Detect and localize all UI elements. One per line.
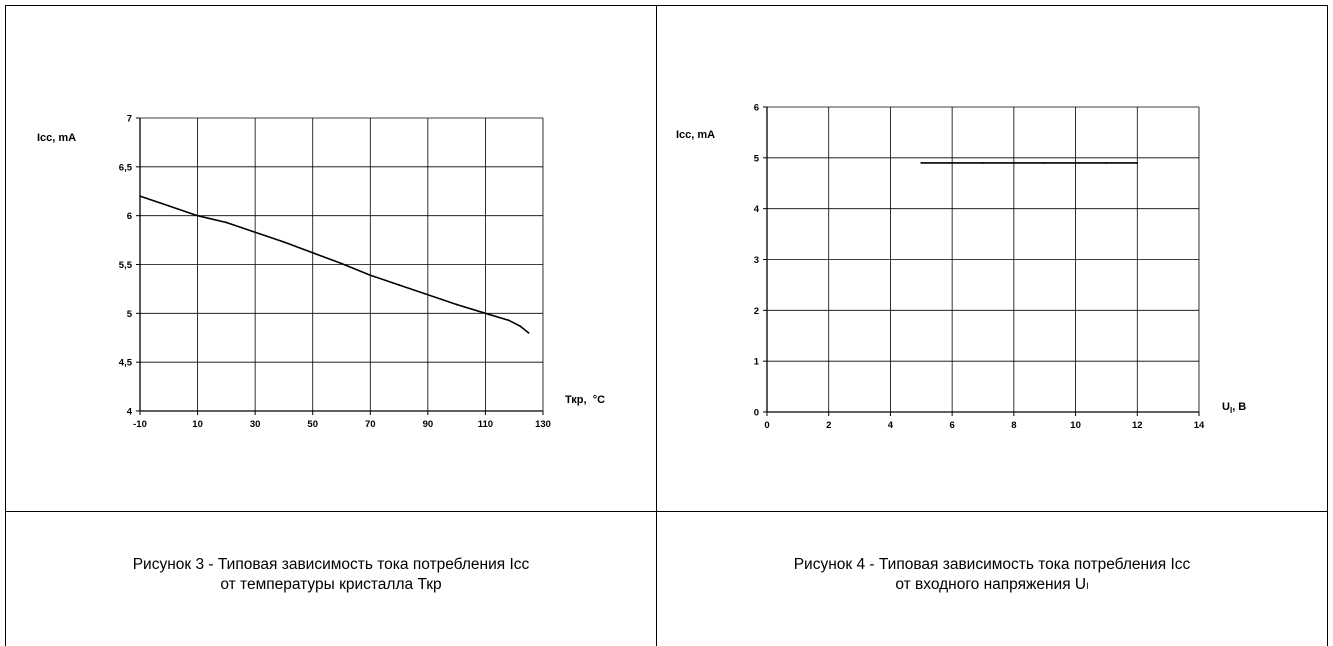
y-axis-label: Icc, mA bbox=[676, 129, 715, 141]
data-point bbox=[1012, 162, 1015, 164]
y-tick-label: 4 bbox=[754, 204, 760, 215]
caption-figure-3-line2: от температуры кристалла Ткр bbox=[220, 576, 442, 593]
data-point bbox=[254, 231, 257, 234]
y-tick-label: 2 bbox=[754, 306, 759, 317]
x-tick-label: 130 bbox=[535, 419, 551, 430]
data-point bbox=[1074, 162, 1077, 164]
data-point bbox=[484, 312, 487, 315]
x-tick-label: 10 bbox=[1070, 420, 1081, 431]
y-axis-label: Icc, mA bbox=[37, 132, 76, 144]
caption-figure-4: Рисунок 4 - Типовая зависимость тока пот… bbox=[657, 555, 1327, 596]
caption-figure-4-line1: Рисунок 4 - Типовая зависимость тока пот… bbox=[793, 556, 1191, 573]
x-axis-label: UI, В bbox=[1222, 401, 1246, 415]
data-point bbox=[225, 221, 228, 224]
data-point bbox=[527, 331, 530, 334]
x-tick-label: 14 bbox=[1194, 420, 1205, 431]
y-tick-label: 6 bbox=[127, 211, 132, 222]
caption-figure-4-line2-sub: I bbox=[1086, 581, 1089, 591]
y-tick-label: 4 bbox=[127, 407, 133, 418]
caption-figure-3: Рисунок 3 - Типовая зависимость тока пот… bbox=[6, 555, 656, 595]
x-tick-label: 50 bbox=[307, 419, 318, 430]
data-point bbox=[398, 284, 400, 286]
x-tick-label: 30 bbox=[250, 419, 261, 430]
y-tick-label: 3 bbox=[754, 255, 759, 266]
x-tick-label: 70 bbox=[365, 419, 376, 430]
series-line bbox=[139, 195, 530, 334]
x-tick-label: 8 bbox=[1011, 420, 1016, 431]
data-point bbox=[167, 205, 170, 207]
x-axis-label-sub: I bbox=[1230, 406, 1232, 415]
data-point bbox=[426, 293, 429, 296]
data-point bbox=[951, 162, 954, 164]
data-point bbox=[519, 325, 521, 327]
y-tick-label: 5,5 bbox=[119, 260, 133, 271]
caption-figure-4-line2-text: от входного напряжения U bbox=[895, 576, 1087, 593]
x-tick-label: 10 bbox=[192, 419, 203, 430]
y-tick-label: 4,5 bbox=[119, 358, 133, 369]
table-border-middle bbox=[5, 511, 1328, 512]
table-border-center bbox=[656, 5, 657, 646]
y-tick-label: 6,5 bbox=[119, 162, 133, 173]
caption-figure-4-line2: от входного напряжения UI bbox=[657, 575, 1327, 596]
data-point bbox=[1043, 162, 1046, 164]
x-tick-label: 90 bbox=[423, 419, 434, 430]
table-border-left bbox=[5, 5, 6, 646]
data-point bbox=[196, 214, 199, 217]
y-tick-label: 5 bbox=[754, 153, 760, 164]
data-point bbox=[369, 274, 372, 277]
x-tick-label: 6 bbox=[949, 420, 954, 431]
y-tick-label: 5 bbox=[127, 309, 133, 320]
data-point bbox=[1105, 162, 1108, 164]
table-border-right bbox=[1327, 5, 1328, 646]
x-tick-label: 110 bbox=[478, 419, 493, 430]
y-tick-label: 0 bbox=[754, 408, 759, 419]
data-point bbox=[507, 319, 510, 322]
x-axis-label: Ткр, °C bbox=[565, 394, 605, 406]
x-axis-label-unit: , В bbox=[1232, 401, 1246, 413]
chart-icc-vs-temperature: -10 10 30 50 70 90 110 130 4 4,5 5 5,5 6 6,5 7 Icc, mA Т… bbox=[37, 114, 605, 431]
caption-figure-3-line1: Рисунок 3 - Типовая зависимость тока пот… bbox=[132, 556, 530, 573]
x-tick-label: 0 bbox=[764, 420, 769, 431]
x-tick-label: 12 bbox=[1132, 420, 1143, 431]
x-tick-label: 4 bbox=[888, 420, 894, 431]
table-border-top bbox=[5, 5, 1328, 6]
data-point bbox=[455, 303, 458, 306]
x-axis-label-main: U bbox=[1222, 401, 1230, 413]
data-point bbox=[283, 241, 285, 243]
x-tick-label: 2 bbox=[826, 420, 831, 431]
data-point bbox=[982, 162, 984, 164]
data-point bbox=[311, 251, 314, 254]
x-tick-label: -10 bbox=[133, 419, 147, 430]
data-point bbox=[139, 195, 141, 198]
data-point bbox=[340, 262, 343, 265]
y-tick-label: 1 bbox=[754, 357, 760, 368]
data-point bbox=[920, 162, 923, 164]
y-tick-label: 7 bbox=[127, 114, 132, 125]
data-point bbox=[1136, 162, 1139, 164]
y-tick-label: 6 bbox=[754, 103, 759, 114]
